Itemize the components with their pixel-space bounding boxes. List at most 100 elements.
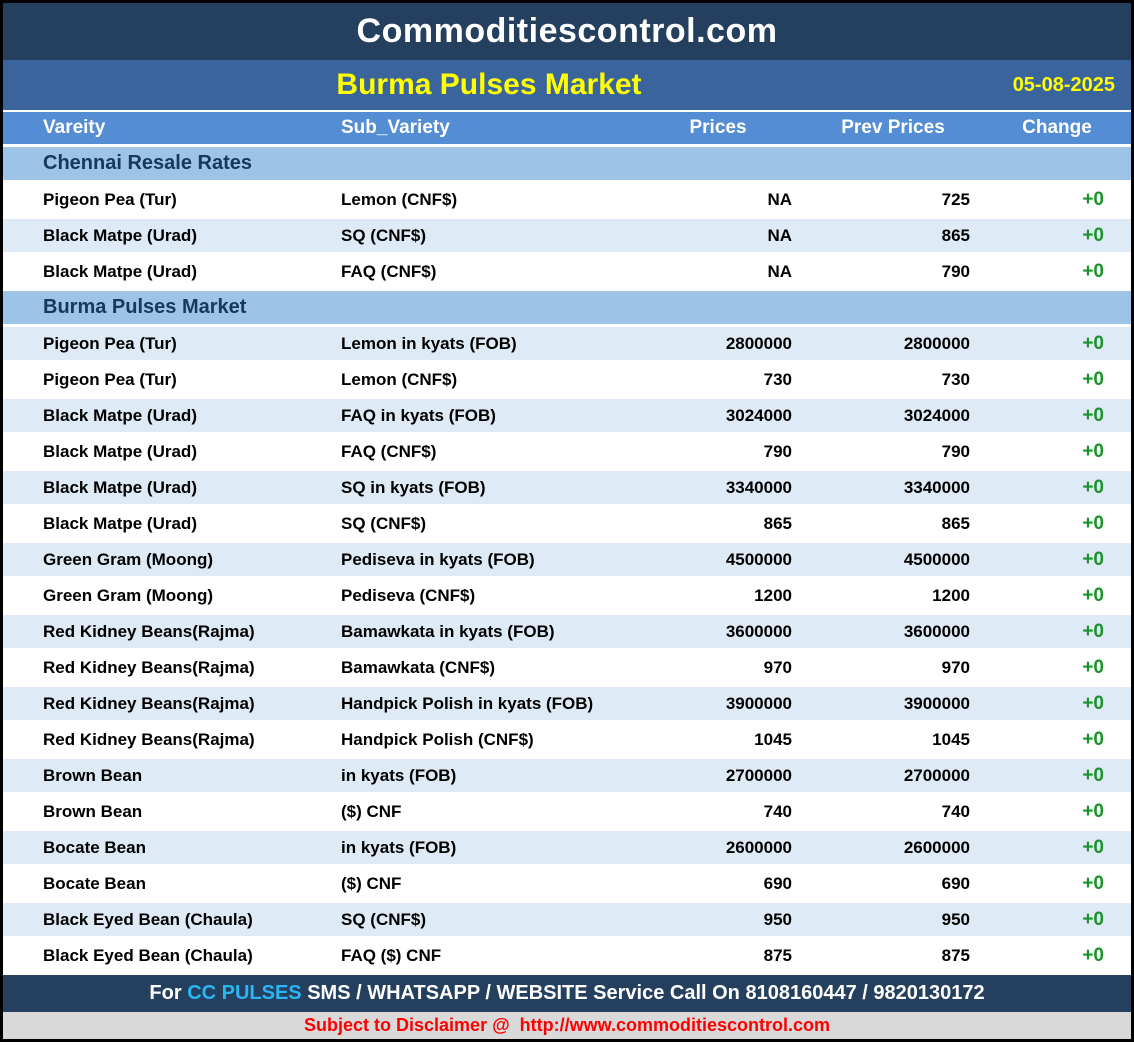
price-cell: 2600000 xyxy=(633,829,803,867)
price-cell: 690 xyxy=(633,865,803,903)
price-cell: 970 xyxy=(633,649,803,687)
price-cell: 3900000 xyxy=(633,685,803,723)
sub-variety-cell: FAQ in kyats (FOB) xyxy=(333,397,633,435)
price-cell: 950 xyxy=(633,901,803,939)
change-cell: +0 xyxy=(983,253,1131,291)
site-title: Commoditiescontrol.com xyxy=(356,12,778,50)
table-row: Black Matpe (Urad) FAQ (CNF$) 790 790 +0 xyxy=(3,433,1131,471)
variety-cell: Black Matpe (Urad) xyxy=(3,433,333,471)
change-cell: +0 xyxy=(983,181,1131,219)
report-title: Burma Pulses Market xyxy=(336,68,642,101)
sub-variety-cell: Lemon (CNF$) xyxy=(333,361,633,399)
variety-cell: Black Matpe (Urad) xyxy=(3,253,333,291)
sub-variety-cell: SQ in kyats (FOB) xyxy=(333,469,633,507)
service-footer: For CC PULSES SMS / WHATSAPP / WEBSITE S… xyxy=(3,975,1131,1012)
price-cell: NA xyxy=(633,181,803,219)
sub-variety-cell: in kyats (FOB) xyxy=(333,829,633,867)
change-cell: +0 xyxy=(983,505,1131,543)
prev-price-cell: 875 xyxy=(803,937,983,975)
site-header: Commoditiescontrol.com xyxy=(3,3,1131,60)
service-prefix: For xyxy=(149,982,188,1004)
price-cell: 1045 xyxy=(633,721,803,759)
price-cell: 3024000 xyxy=(633,397,803,435)
price-cell: 2800000 xyxy=(633,325,803,363)
variety-cell: Pigeon Pea (Tur) xyxy=(3,325,333,363)
variety-cell: Red Kidney Beans(Rajma) xyxy=(3,685,333,723)
disclaimer-link[interactable]: http://www.commoditiescontrol.com xyxy=(519,1015,830,1035)
change-cell: +0 xyxy=(983,433,1131,471)
variety-cell: Pigeon Pea (Tur) xyxy=(3,361,333,399)
report-header: Burma Pulses Market 05-08-2025 xyxy=(3,60,1131,110)
sub-variety-cell: Bamawkata in kyats (FOB) xyxy=(333,613,633,651)
variety-cell: Green Gram (Moong) xyxy=(3,541,333,579)
sub-variety-cell: Pediseva (CNF$) xyxy=(333,577,633,615)
prev-price-cell: 740 xyxy=(803,793,983,831)
price-cell: NA xyxy=(633,217,803,255)
price-cell: 2700000 xyxy=(633,757,803,795)
change-cell: +0 xyxy=(983,397,1131,435)
report-date: 05-08-2025 xyxy=(1012,73,1115,96)
price-cell: 4500000 xyxy=(633,541,803,579)
prev-price-cell: 865 xyxy=(803,217,983,255)
prev-price-cell: 730 xyxy=(803,361,983,399)
change-cell: +0 xyxy=(983,217,1131,255)
change-cell: +0 xyxy=(983,865,1131,903)
prev-price-cell: 2800000 xyxy=(803,325,983,363)
change-cell: +0 xyxy=(983,793,1131,831)
prev-price-cell: 3900000 xyxy=(803,685,983,723)
prev-price-cell: 970 xyxy=(803,649,983,687)
prev-price-cell: 790 xyxy=(803,253,983,291)
prev-price-cell: 950 xyxy=(803,901,983,939)
sub-variety-cell: in kyats (FOB) xyxy=(333,757,633,795)
price-cell: 865 xyxy=(633,505,803,543)
table-row: Pigeon Pea (Tur) Lemon (CNF$) 730 730 +0 xyxy=(3,361,1131,399)
sub-variety-cell: SQ (CNF$) xyxy=(333,217,633,255)
variety-cell: Black Matpe (Urad) xyxy=(3,217,333,255)
price-cell: 875 xyxy=(633,937,803,975)
table-row: Bocate Bean ($) CNF 690 690 +0 xyxy=(3,865,1131,903)
prev-price-cell: 865 xyxy=(803,505,983,543)
price-cell: 3340000 xyxy=(633,469,803,507)
change-cell: +0 xyxy=(983,901,1131,939)
change-cell: +0 xyxy=(983,541,1131,579)
variety-cell: Brown Bean xyxy=(3,757,333,795)
sub-variety-cell: FAQ ($) CNF xyxy=(333,937,633,975)
column-header-prices: Prices xyxy=(633,110,803,147)
service-rest: SMS / WHATSAPP / WEBSITE Service Call On… xyxy=(301,982,985,1004)
variety-cell: Black Eyed Bean (Chaula) xyxy=(3,937,333,975)
price-cell: 3600000 xyxy=(633,613,803,651)
prev-price-cell: 690 xyxy=(803,865,983,903)
sub-variety-cell: Handpick Polish (CNF$) xyxy=(333,721,633,759)
variety-cell: Green Gram (Moong) xyxy=(3,577,333,615)
table-header-row: Vareity Sub_Variety Prices Prev Prices C… xyxy=(3,110,1131,147)
column-header-change: Change xyxy=(983,110,1131,147)
sub-variety-cell: ($) CNF xyxy=(333,865,633,903)
variety-cell: Bocate Bean xyxy=(3,865,333,903)
table-row: Green Gram (Moong) Pediseva in kyats (FOB… xyxy=(3,541,1131,579)
variety-cell: Red Kidney Beans(Rajma) xyxy=(3,613,333,651)
section-title: Burma Pulses Market xyxy=(3,289,1131,327)
price-cell: 790 xyxy=(633,433,803,471)
service-brand: CC PULSES xyxy=(187,982,302,1004)
change-cell: +0 xyxy=(983,757,1131,795)
prev-price-cell: 1045 xyxy=(803,721,983,759)
variety-cell: Pigeon Pea (Tur) xyxy=(3,181,333,219)
sub-variety-cell: FAQ (CNF$) xyxy=(333,253,633,291)
section-title: Chennai Resale Rates xyxy=(3,145,1131,183)
change-cell: +0 xyxy=(983,361,1131,399)
change-cell: +0 xyxy=(983,469,1131,507)
table-row: Bocate Bean in kyats (FOB) 2600000 2600000 +… xyxy=(3,829,1131,867)
price-cell: NA xyxy=(633,253,803,291)
table-row: Green Gram (Moong) Pediseva (CNF$) 1200 120… xyxy=(3,577,1131,615)
table-row: Red Kidney Beans(Rajma) Handpick Polish (… xyxy=(3,721,1131,759)
table-body: Chennai Resale Rates Pigeon Pea (Tur) Lemo… xyxy=(3,145,1131,975)
prices-table: Vareity Sub_Variety Prices Prev Prices C… xyxy=(3,110,1131,975)
table-row: Black Eyed Bean (Chaula) FAQ ($) CNF 875 87… xyxy=(3,937,1131,975)
variety-cell: Black Eyed Bean (Chaula) xyxy=(3,901,333,939)
table-row: Red Kidney Beans(Rajma) Bamawkata in kyat… xyxy=(3,613,1131,651)
table-header: Vareity Sub_Variety Prices Prev Prices C… xyxy=(3,110,1131,147)
prev-price-cell: 3024000 xyxy=(803,397,983,435)
section-header-row: Chennai Resale Rates xyxy=(3,145,1131,183)
sub-variety-cell: Pediseva in kyats (FOB) xyxy=(333,541,633,579)
